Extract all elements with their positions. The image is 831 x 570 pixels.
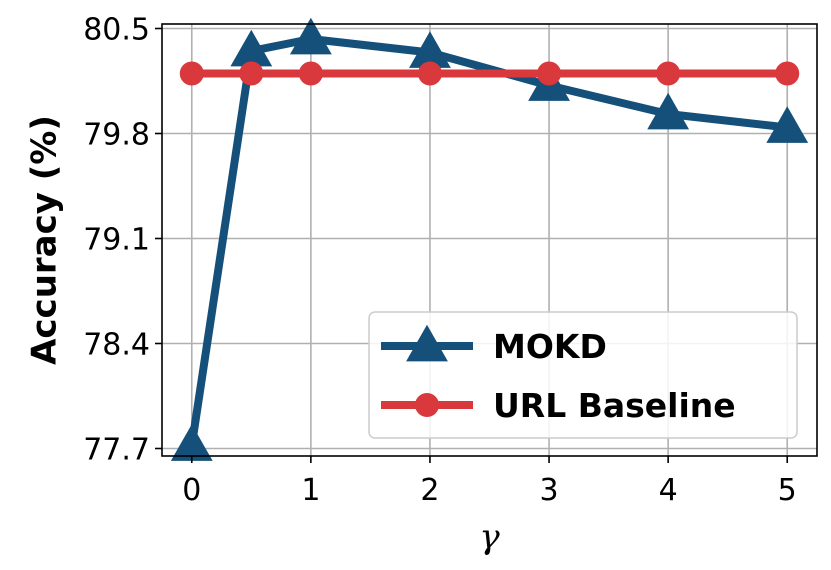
data-point-triangle	[230, 29, 273, 67]
x-axis-title: γ	[479, 517, 500, 557]
ticks: 0 1 2 3 4 5 77.7 78.4 79.1 79.8 80.5	[83, 13, 797, 509]
series-layer	[170, 17, 809, 461]
legend-marker-triangle	[406, 324, 448, 362]
data-point-triangle	[766, 106, 809, 143]
plot-frame	[161, 23, 818, 457]
grid	[162, 24, 817, 456]
data-point-triangle	[289, 17, 332, 55]
legend-label: MOKD	[493, 327, 607, 366]
data-point-triangle	[170, 424, 213, 461]
legend-box	[368, 311, 798, 439]
x-tick-label: 5	[778, 473, 797, 508]
y-tick-label: 79.8	[83, 118, 150, 153]
data-point-circle	[239, 61, 264, 86]
legend: MOKD URL Baseline	[368, 311, 798, 439]
y-axis-title: Accuracy (%)	[25, 115, 65, 365]
y-tick-label: 77.7	[83, 433, 150, 468]
y-tick-label: 78.4	[83, 328, 150, 363]
data-point-circle	[775, 61, 800, 86]
data-point-circle	[537, 61, 562, 86]
data-point-circle	[298, 61, 323, 86]
legend-marker-circle	[415, 393, 439, 417]
data-point-triangle	[409, 31, 451, 68]
y-tick-label: 80.5	[83, 13, 150, 48]
x-tick-label: 1	[301, 473, 320, 508]
legend-label: URL Baseline	[493, 386, 736, 425]
x-tick-label: 4	[659, 473, 678, 508]
data-point-circle	[417, 61, 442, 86]
y-tick-label: 79.1	[83, 223, 150, 258]
x-tick-label: 3	[539, 473, 558, 508]
data-point-triangle	[647, 92, 690, 130]
data-point-circle	[656, 61, 681, 86]
x-tick-label: 0	[182, 473, 201, 508]
x-tick-label: 2	[420, 473, 439, 508]
data-point-circle	[179, 61, 204, 86]
